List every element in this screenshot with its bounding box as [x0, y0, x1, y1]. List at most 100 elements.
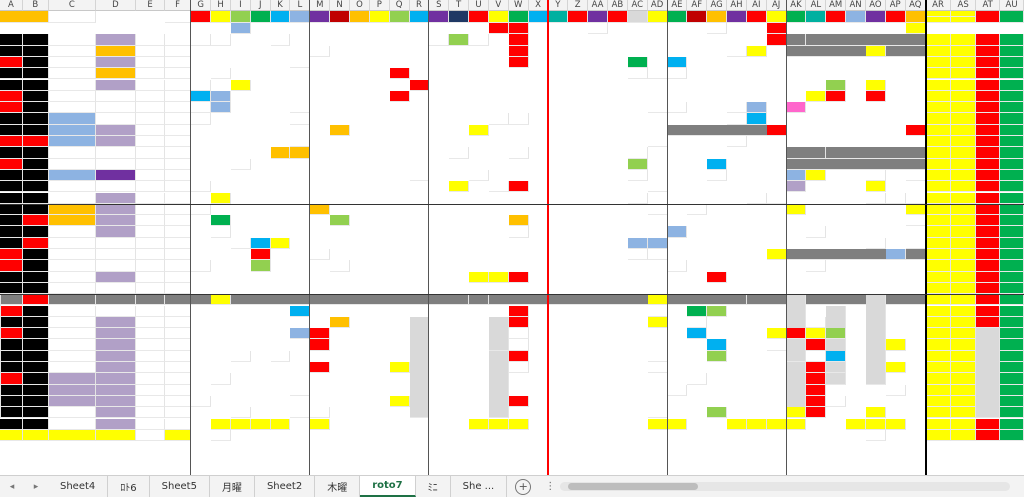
- cell-at[interactable]: [976, 79, 1001, 91]
- matrix-cell[interactable]: [766, 192, 787, 204]
- matrix-cell[interactable]: [786, 328, 807, 340]
- sheet-tab[interactable]: 木曜: [315, 476, 361, 497]
- cell-round[interactable]: [164, 407, 192, 419]
- matrix-cell[interactable]: [707, 158, 728, 170]
- add-sheet-icon[interactable]: +: [515, 478, 532, 495]
- cell-b[interactable]: [22, 362, 49, 374]
- cell-at[interactable]: [976, 282, 1001, 295]
- matrix-cell[interactable]: [310, 249, 331, 261]
- matrix-cell[interactable]: [806, 373, 827, 385]
- cell-at[interactable]: [976, 271, 1001, 283]
- matrix-cell[interactable]: [191, 102, 212, 114]
- matrix-cell[interactable]: [230, 23, 251, 35]
- matrix-cell[interactable]: [746, 418, 767, 430]
- cell-date[interactable]: [49, 90, 96, 103]
- cell-as[interactable]: [951, 373, 977, 385]
- cell-au[interactable]: [1000, 124, 1024, 136]
- column-header[interactable]: X: [528, 0, 549, 11]
- matrix-cell[interactable]: [707, 23, 728, 35]
- column-header[interactable]: AU: [1000, 0, 1024, 11]
- matrix-cell[interactable]: [627, 249, 648, 261]
- cell-au[interactable]: [1000, 237, 1024, 249]
- matrix-cell[interactable]: [746, 113, 767, 125]
- number-header-24[interactable]: [647, 11, 668, 23]
- matrix-cell[interactable]: [647, 362, 668, 374]
- column-header[interactable]: N: [330, 0, 351, 11]
- matrix-cell[interactable]: [508, 181, 529, 193]
- cell-as[interactable]: [951, 384, 977, 396]
- cell-au[interactable]: [1000, 350, 1024, 362]
- sheet-tab[interactable]: Sheet5: [150, 476, 210, 497]
- as-header-2[interactable]: [951, 17, 977, 23]
- cell-date[interactable]: [49, 384, 96, 396]
- cell-a[interactable]: [0, 294, 23, 306]
- matrix-cell[interactable]: [667, 226, 688, 238]
- cell-date[interactable]: [49, 79, 96, 91]
- cell-b[interactable]: [22, 384, 49, 396]
- cell-at[interactable]: [976, 429, 1001, 442]
- cell-draw-date[interactable]: [95, 407, 137, 419]
- cell-date[interactable]: [49, 237, 96, 249]
- matrix-cell[interactable]: [647, 136, 668, 148]
- prev-sheet-arrow-icon[interactable]: ◂: [9, 481, 15, 492]
- matrix-cell[interactable]: [508, 339, 529, 351]
- cell-a[interactable]: [0, 34, 23, 46]
- cell-round[interactable]: [164, 339, 192, 351]
- cell-half[interactable]: [136, 282, 165, 295]
- matrix-cell[interactable]: [647, 249, 668, 261]
- cell-at[interactable]: [976, 192, 1001, 204]
- cell-round[interactable]: [164, 350, 192, 362]
- cell-as[interactable]: [951, 294, 977, 306]
- cell-a[interactable]: [0, 316, 23, 329]
- cell-au[interactable]: [1000, 294, 1024, 306]
- matrix-cell[interactable]: [211, 34, 231, 46]
- cell-round[interactable]: [164, 316, 192, 329]
- column-header[interactable]: G: [191, 0, 212, 11]
- sheet-tab[interactable]: Sheet4: [48, 476, 109, 497]
- cell-a[interactable]: [0, 237, 23, 249]
- cell-as[interactable]: [951, 305, 977, 317]
- cell-au[interactable]: [1000, 305, 1024, 317]
- cell-au[interactable]: [1000, 249, 1024, 261]
- cell-ar[interactable]: [925, 215, 952, 227]
- matrix-cell[interactable]: [786, 418, 807, 430]
- column-header[interactable]: AB: [607, 0, 628, 11]
- cell-round[interactable]: [164, 169, 192, 182]
- cell-a[interactable]: [0, 158, 23, 170]
- cell-at[interactable]: [976, 56, 1001, 69]
- cell-round[interactable]: [164, 102, 192, 114]
- matrix-cell[interactable]: [330, 316, 351, 329]
- count-label[interactable]: [164, 11, 192, 23]
- cell-a[interactable]: [0, 407, 23, 419]
- matrix-cell[interactable]: [211, 192, 231, 204]
- column-header[interactable]: A: [0, 0, 23, 11]
- cell-date[interactable]: [49, 102, 96, 114]
- matrix-cell[interactable]: [786, 407, 807, 419]
- number-header-1[interactable]: [191, 11, 212, 23]
- cell-as[interactable]: [951, 339, 977, 351]
- cell-date[interactable]: [49, 34, 96, 46]
- matrix-cell[interactable]: [211, 102, 231, 114]
- matrix-cell[interactable]: [310, 418, 331, 430]
- matrix-cell[interactable]: [687, 203, 708, 216]
- cell-au[interactable]: [1000, 113, 1024, 125]
- matrix-cell[interactable]: [627, 158, 648, 170]
- matrix-cell[interactable]: [449, 294, 470, 306]
- cell-half[interactable]: [136, 158, 165, 170]
- cell-at[interactable]: [976, 203, 1001, 216]
- cell-au[interactable]: [1000, 260, 1024, 272]
- cell-as[interactable]: [951, 113, 977, 125]
- matrix-cell[interactable]: [727, 136, 747, 148]
- cell-b[interactable]: [22, 305, 49, 317]
- matrix-cell[interactable]: [905, 124, 926, 136]
- matrix-cell[interactable]: [191, 90, 212, 103]
- matrix-cell[interactable]: [191, 113, 212, 125]
- cell-ar[interactable]: [925, 45, 952, 57]
- number-header-14[interactable]: [449, 11, 470, 23]
- column-header[interactable]: R: [409, 0, 430, 11]
- cell-b[interactable]: [22, 282, 49, 295]
- cell-round[interactable]: [164, 147, 192, 159]
- matrix-cell[interactable]: [508, 45, 529, 57]
- number-header-32[interactable]: [806, 11, 827, 23]
- cell-round[interactable]: [164, 90, 192, 103]
